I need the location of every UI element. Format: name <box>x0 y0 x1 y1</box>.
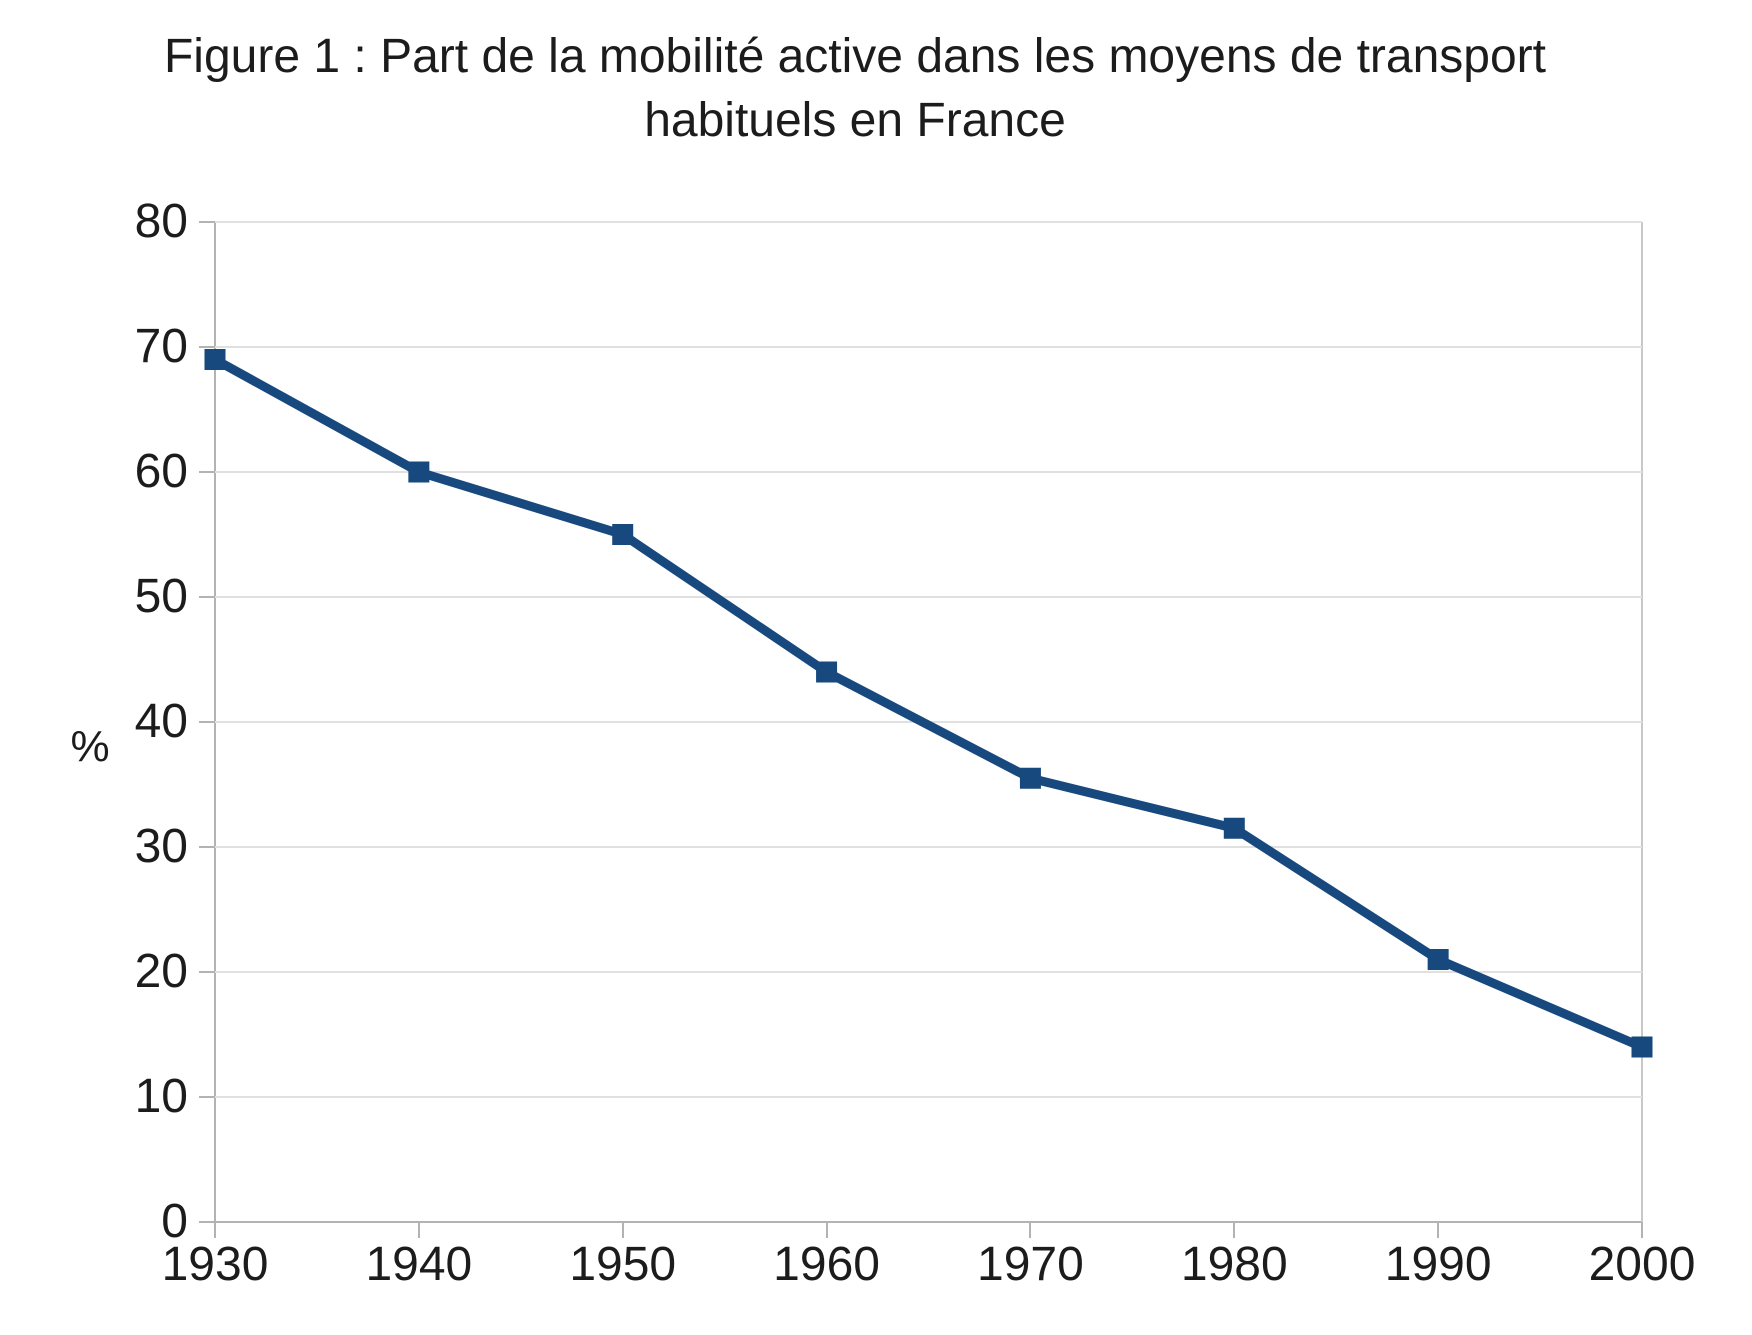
data-point-marker <box>1631 1036 1653 1058</box>
y-axis-line <box>214 222 216 1238</box>
data-point-marker <box>204 349 226 370</box>
y-axis-tick-label: 40 <box>134 695 188 748</box>
y-axis-tick-label: 30 <box>134 820 188 873</box>
x-axis-tick-label: 2000 <box>1588 1238 1696 1291</box>
x-axis-tick <box>214 1222 216 1238</box>
x-axis-tick-label: 1940 <box>365 1238 473 1291</box>
x-axis-tick-label: 1990 <box>1384 1238 1492 1291</box>
data-point-marker <box>1427 949 1449 970</box>
plot-right-border <box>1641 222 1643 1238</box>
data-point-marker <box>816 661 838 683</box>
x-axis-tick-label: 1930 <box>161 1238 269 1291</box>
chart-title: Figure 1 : Part de la mobilité active da… <box>0 25 1710 153</box>
x-axis-tick-label: 1960 <box>773 1238 880 1291</box>
y-axis-tick-label: 70 <box>134 320 188 373</box>
series-line <box>212 355 1644 1052</box>
data-point-marker <box>612 524 634 545</box>
x-axis-tick <box>417 1222 420 1238</box>
y-axis-tick <box>199 971 215 973</box>
x-axis-line <box>215 1221 1643 1223</box>
y-axis-tick <box>199 346 215 348</box>
y-axis-tick <box>199 221 215 223</box>
x-axis-tick-label: 1980 <box>1180 1238 1288 1291</box>
y-axis-tick-label: 20 <box>134 945 188 998</box>
y-gridline <box>215 471 1642 473</box>
data-point-marker <box>1019 767 1041 789</box>
y-gridline <box>215 346 1642 348</box>
data-point-marker <box>408 461 430 483</box>
y-axis-tick <box>199 471 215 473</box>
y-axis-tick <box>199 721 215 723</box>
y-gridline <box>215 596 1642 598</box>
y-axis-tick <box>199 596 215 598</box>
y-axis-tick-label: 80 <box>134 195 188 248</box>
x-axis-tick <box>1641 1222 1643 1238</box>
y-axis-tick-label: 10 <box>134 1070 188 1123</box>
x-axis-tick <box>1233 1222 1236 1238</box>
y-gridline <box>215 846 1642 848</box>
x-axis-tick <box>1437 1222 1440 1238</box>
y-gridline <box>215 1096 1642 1098</box>
y-axis-tick-label: 50 <box>134 570 188 623</box>
y-axis-tick <box>199 1221 215 1223</box>
y-axis-tick-label: 60 <box>134 445 188 498</box>
y-axis-unit-label: % <box>70 722 110 771</box>
chart-title-line-2: habituels en France <box>644 94 1066 147</box>
x-axis-tick-label: 1970 <box>977 1238 1084 1291</box>
x-axis-tick-label: 1950 <box>569 1238 677 1291</box>
x-axis-tick <box>1029 1222 1032 1238</box>
plot-area: 0 10 20 30 40 50 60 70 80 1930 1940 1950 1960 1970 198… <box>135 197 1696 1290</box>
x-axis-tick <box>621 1222 624 1238</box>
data-point-marker <box>1223 817 1245 839</box>
y-axis-tick <box>199 846 215 848</box>
y-gridline <box>215 971 1642 973</box>
chart-title-line-1: Figure 1 : Part de la mobilité active da… <box>163 30 1546 83</box>
y-axis-tick <box>199 1096 215 1098</box>
x-axis-tick <box>825 1222 828 1238</box>
y-gridline <box>215 221 1642 223</box>
y-axis-tick-label: 0 <box>161 1195 188 1248</box>
line-series-svg <box>204 349 1653 1058</box>
